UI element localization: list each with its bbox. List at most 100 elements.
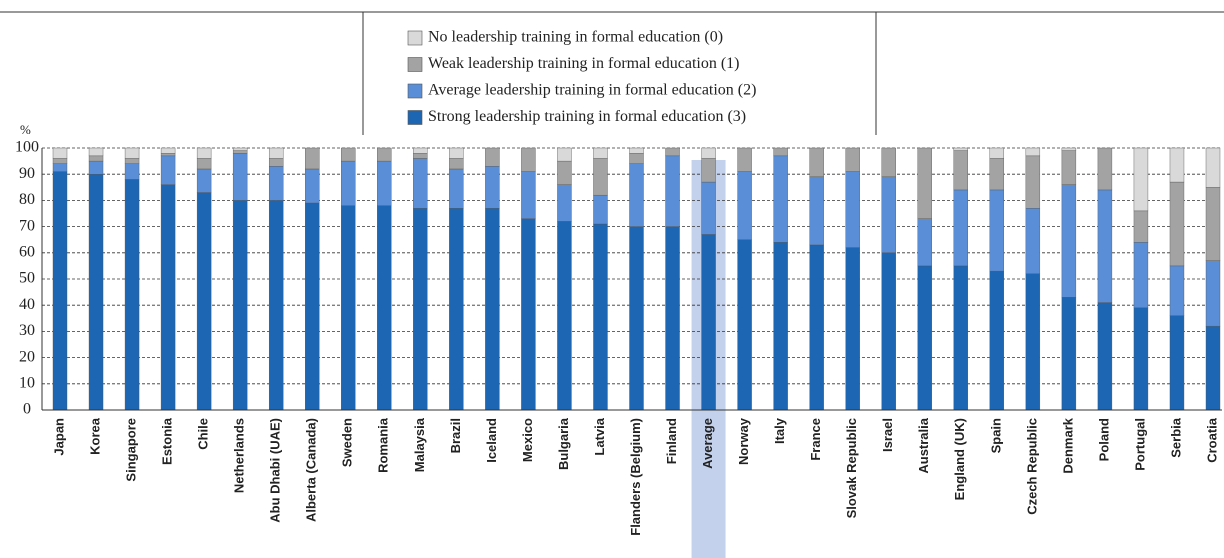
- bar-segment: [1025, 147, 1041, 157]
- bar-segment: [449, 168, 464, 209]
- bar-segment: [773, 147, 788, 157]
- x-tick-label: England (UK): [952, 418, 967, 500]
- bar-segment: [1133, 210, 1149, 243]
- x-tick-label: Mexico: [520, 418, 535, 462]
- bar-segment: [232, 200, 248, 411]
- bar-segment: [449, 208, 464, 411]
- bar-segment: [413, 153, 428, 159]
- x-tick-label: Bulgaria: [556, 417, 571, 470]
- x-tick-label: Estonia: [160, 417, 175, 465]
- bar-segment: [1061, 147, 1077, 151]
- bar-segment: [196, 147, 212, 159]
- bar-segment: [665, 155, 680, 227]
- bar-segment: [557, 184, 572, 222]
- bar-segment: [989, 189, 1005, 272]
- bar-segment: [917, 265, 932, 411]
- bar-segment: [1205, 260, 1221, 327]
- bar-segment: [593, 223, 608, 411]
- bar-segment: [737, 171, 752, 240]
- y-tick-label: 0: [23, 401, 31, 418]
- bar-segment: [305, 147, 320, 170]
- y-tick-label: 90: [19, 165, 35, 182]
- bar-segment: [917, 147, 932, 219]
- bar-segment: [268, 200, 284, 411]
- bar-segment: [377, 147, 392, 162]
- bar-segment: [413, 147, 428, 154]
- bar-segment: [52, 147, 68, 159]
- x-tick-label: Croatia: [1204, 417, 1219, 463]
- bar-segment: [449, 147, 464, 159]
- legend-label: No leadership training in formal educati…: [428, 29, 723, 46]
- bar-segment: [881, 147, 896, 178]
- bar-segment: [701, 234, 716, 411]
- bar-segment: [124, 179, 140, 411]
- bar-segment: [1097, 147, 1113, 191]
- bar-segment: [593, 194, 608, 225]
- bar-segment: [593, 158, 608, 196]
- bar-segment: [160, 147, 176, 154]
- bar-segment: [737, 147, 752, 172]
- y-tick-label: 30: [19, 322, 35, 339]
- y-tick-label: 100: [15, 139, 39, 156]
- bar-segment: [485, 208, 500, 411]
- bar-segment: [377, 205, 392, 411]
- bar-segment: [52, 171, 68, 411]
- x-tick-label: Alberta (Canada): [304, 418, 319, 522]
- x-tick-label: Latvia: [592, 417, 607, 455]
- bar-segment: [845, 147, 860, 172]
- bar-segment: [521, 218, 536, 411]
- x-tick-label: Norway: [736, 417, 751, 465]
- bar-segment: [124, 163, 140, 180]
- bar-segment: [413, 208, 428, 411]
- bar-segment: [701, 147, 716, 159]
- bar-segment: [449, 158, 464, 170]
- bar-segment: [88, 160, 104, 175]
- bar-segment: [1205, 325, 1221, 411]
- bar-segment: [1133, 242, 1149, 309]
- bar-segment: [1061, 150, 1077, 185]
- bar-segment: [268, 166, 284, 201]
- bar-segment: [1025, 273, 1041, 411]
- x-tick-label: Netherlands: [232, 418, 247, 493]
- bar-segment: [665, 226, 680, 411]
- x-tick-label: Romania: [376, 417, 391, 473]
- bar-segment: [52, 163, 68, 172]
- bar-segment: [629, 226, 644, 411]
- bar-segment: [809, 176, 824, 246]
- bar-segment: [665, 147, 680, 157]
- bar-segment: [232, 153, 248, 201]
- bar-segment: [881, 252, 896, 411]
- bar-segment: [989, 147, 1005, 159]
- bar-segment: [1061, 184, 1077, 298]
- bar-segment: [809, 244, 824, 411]
- y-tick-label: 80: [19, 191, 35, 208]
- bar-segment: [485, 147, 500, 167]
- bar-segment: [196, 192, 212, 411]
- bar-segment: [773, 155, 788, 243]
- bar-segment: [629, 163, 644, 227]
- bar-segment: [341, 160, 356, 206]
- x-tick-label: Sweden: [340, 418, 355, 467]
- bar-segment: [88, 173, 104, 411]
- bar-segment: [881, 176, 896, 254]
- bar-segment: [1169, 181, 1185, 267]
- bar-segment: [557, 160, 572, 185]
- x-tick-label: Brazil: [448, 418, 463, 453]
- x-tick-label: Finland: [664, 418, 679, 464]
- x-tick-label: Japan: [51, 418, 66, 456]
- bar-segment: [305, 168, 320, 204]
- bar-segment: [268, 158, 284, 167]
- bar-segment: [341, 147, 356, 162]
- bar-segment: [196, 158, 212, 170]
- bar-segment: [773, 242, 788, 411]
- bar-segment: [737, 239, 752, 411]
- bar-segment: [52, 158, 68, 164]
- x-tick-label: Denmark: [1060, 417, 1075, 473]
- bar-segment: [1205, 187, 1221, 261]
- bar-segment: [557, 147, 572, 162]
- bar-segment: [1133, 307, 1149, 411]
- bar-segment: [232, 150, 248, 154]
- bar-segment: [196, 168, 212, 193]
- bar-segment: [1205, 147, 1221, 188]
